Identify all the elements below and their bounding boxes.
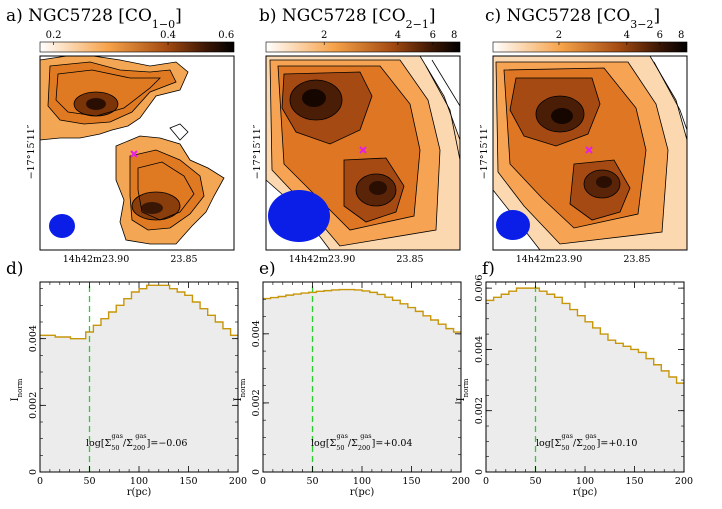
profile-ytick-f-2: 0.004 xyxy=(474,336,485,363)
colorbar-tick-b-1: 4 xyxy=(395,30,401,41)
profile-label-d: d) xyxy=(6,259,24,279)
profile-xlabel-e: r(pc) xyxy=(350,487,375,498)
colorbar-tick-b-2: 6 xyxy=(430,30,436,41)
profile-ytick-e-2: 0.004 xyxy=(251,320,262,347)
map-title-c: c) NGC5728 [CO3−2] xyxy=(485,6,660,31)
map-ytick-b: −17°15′11″ xyxy=(252,124,263,179)
map-xtick-a-2: 23.85 xyxy=(170,254,197,265)
profile-xtick-f-1: 50 xyxy=(529,476,541,487)
profile-xtick-d-0: 0 xyxy=(37,476,43,487)
map-frame-b xyxy=(265,55,461,251)
profile-ylabel-f: Inorm xyxy=(456,378,470,401)
colorbar-c xyxy=(492,41,688,53)
colorbar-tick-a-0: 0.2 xyxy=(46,30,62,41)
profile-ylabel-e: Inorm xyxy=(233,378,247,401)
profile-xtick-e-2: 100 xyxy=(353,476,371,487)
map-ytick-c: −17°15′11″ xyxy=(479,124,490,179)
profile-xtick-e-1: 50 xyxy=(306,476,318,487)
map-panel-c: c) NGC5728 [CO3−2] 2 4 6 8 xyxy=(479,6,688,265)
map-title-b: b) NGC5728 [CO2−1] xyxy=(259,6,435,31)
profile-ytick-f-3: 0.006 xyxy=(474,275,485,302)
profile-xtick-d-1: 50 xyxy=(83,476,95,487)
map-frame-c xyxy=(492,55,688,251)
profile-xtick-d-3: 150 xyxy=(179,476,197,487)
beam-c xyxy=(496,210,530,240)
map-frame-a xyxy=(39,55,235,251)
profile-ylabel-d: Inorm xyxy=(10,378,24,401)
profile-xlabel-f: r(pc) xyxy=(573,487,598,498)
profile-ytick-d-2: 0.004 xyxy=(28,325,39,352)
emission-region-c xyxy=(493,56,687,250)
profile-ytick-e-0: 0 xyxy=(251,469,262,475)
profile-ytick-f-1: 0.002 xyxy=(474,397,485,424)
colorbar-tick-a-2: 0.6 xyxy=(218,30,234,41)
intensity-map-c xyxy=(493,56,687,250)
profile-xtick-d-4: 200 xyxy=(229,476,247,487)
map-xtick-a-1: 14h42m23.90 xyxy=(63,254,130,265)
colorbar-tick-b-3: 8 xyxy=(451,30,457,41)
profile-label-e: e) xyxy=(259,259,276,279)
colorbar-a xyxy=(39,41,235,53)
nucleus-marker-c xyxy=(585,146,593,154)
profile-label-f: f) xyxy=(482,259,495,279)
profile-xtick-e-4: 200 xyxy=(452,476,470,487)
map-panel-b: b) NGC5728 [CO2−1] 2 4 6 8 xyxy=(252,6,461,265)
profile-xtick-e-0: 0 xyxy=(260,476,266,487)
map-panel-a: a) NGC5728 [CO1−0] 0.2 0.4 0.6 xyxy=(6,6,235,265)
colorbar-ticks-a: 0.2 0.4 0.6 xyxy=(46,30,234,45)
profile-plot-f: 0 50 100 150 200 0 0.002 0.004 0.006 xyxy=(474,275,693,487)
colorbar-tick-a-1: 0.4 xyxy=(160,30,176,41)
profile-xlabel-d: r(pc) xyxy=(127,487,152,498)
emission-region-b xyxy=(266,56,460,250)
colorbar-tick-c-3: 8 xyxy=(678,30,684,41)
map-ytick-a: −17°15′11″ xyxy=(26,124,37,179)
colorbar-tick-c-1: 4 xyxy=(624,30,630,41)
profile-xtick-f-0: 0 xyxy=(483,476,489,487)
profile-xtick-e-3: 150 xyxy=(402,476,420,487)
map-xtick-c-2: 23.85 xyxy=(623,254,650,265)
map-xtick-b-1: 14h42m23.90 xyxy=(289,254,356,265)
map-title-a: a) NGC5728 [CO1−0] xyxy=(6,6,182,31)
profile-plot-e: 0 50 100 150 200 0 0.002 0.004 xyxy=(251,281,470,487)
beam-b xyxy=(268,190,330,242)
map-xtick-c-1: 14h42m23.90 xyxy=(516,254,583,265)
nucleus-marker-b xyxy=(359,146,367,154)
profile-xtick-d-2: 100 xyxy=(130,476,148,487)
colorbar-tick-c-0: 2 xyxy=(556,30,562,41)
intensity-map-b xyxy=(266,56,460,250)
profile-ytick-d-0: 0 xyxy=(28,469,39,475)
profile-plot-d: 0 50 100 150 200 0 0.002 0.004 xyxy=(28,281,247,487)
intensity-map-a xyxy=(40,56,234,250)
map-xtick-b-2: 23.85 xyxy=(396,254,423,265)
colorbar-b xyxy=(265,41,461,53)
colorbar-ticks-c: 2 4 6 8 xyxy=(556,30,684,45)
profile-xtick-f-2: 100 xyxy=(576,476,594,487)
profile-ytick-f-0: 0 xyxy=(474,469,485,475)
colorbar-tick-c-2: 6 xyxy=(657,30,663,41)
profile-xtick-f-4: 200 xyxy=(675,476,693,487)
profile-ytick-e-1: 0.002 xyxy=(251,389,262,416)
profile-line-e xyxy=(263,288,461,333)
profile-line-f xyxy=(486,287,684,384)
emission-region-a xyxy=(40,56,225,245)
colorbar-tick-b-0: 2 xyxy=(321,30,327,41)
nucleus-marker-a xyxy=(130,150,138,158)
profile-xtick-f-3: 150 xyxy=(625,476,643,487)
beam-a xyxy=(49,214,75,238)
profile-ytick-d-1: 0.002 xyxy=(28,392,39,419)
profile-panel-f: f) 0 50 100 150 200 0 0.002 0.004 0.006 r(pc) In… xyxy=(456,259,693,498)
colorbar-ticks-b: 2 4 6 8 xyxy=(321,30,457,45)
profile-line-d xyxy=(40,284,238,340)
